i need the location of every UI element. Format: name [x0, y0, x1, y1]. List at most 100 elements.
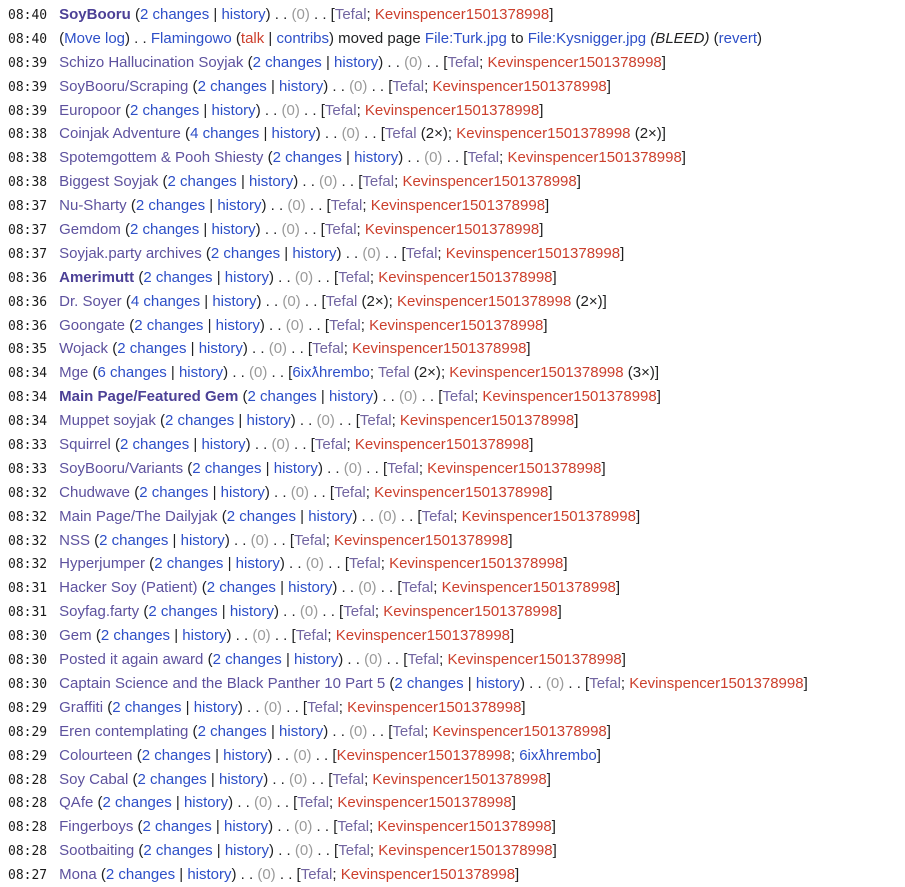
history-link[interactable]: history — [219, 770, 264, 788]
user-link[interactable]: Kevinspencer1501378998 — [432, 77, 607, 95]
user-link[interactable]: Kevinspencer1501378998 — [441, 579, 616, 597]
user-link[interactable]: Kevinspencer1501378998 — [399, 412, 575, 430]
changes-link[interactable]: 2 changes — [252, 53, 322, 71]
changes-link[interactable]: 2 changes — [139, 483, 209, 501]
user-link[interactable]: 6ixƛhrembo — [292, 364, 370, 382]
user-link[interactable]: Kevinspencer1501378998 — [456, 125, 631, 143]
changes-link[interactable]: 2 changes — [210, 244, 281, 262]
history-link[interactable]: history — [217, 197, 262, 215]
user-link[interactable]: Kevinspencer1501378998 — [369, 316, 544, 334]
user-link[interactable]: Kevinspencer1501378998 — [354, 436, 530, 454]
changes-link[interactable]: 2 changes — [100, 627, 171, 645]
user-link[interactable]: Kevinspencer1501378998 — [374, 483, 549, 501]
changes-link[interactable]: 2 changes — [105, 866, 176, 884]
user-link[interactable]: Tefal — [392, 722, 425, 740]
user-link[interactable]: Kevinspencer1501378998 — [402, 173, 577, 191]
page-link[interactable]: Gem — [59, 627, 92, 645]
user-link[interactable]: Kevinspencer1501378998 — [336, 746, 511, 764]
user-link[interactable]: Kevinspencer1501378998 — [629, 674, 804, 692]
user-link[interactable]: Tefal — [307, 698, 339, 716]
user-link[interactable]: Kevinspencer1501378998 — [347, 698, 522, 716]
user-link[interactable]: Tefal — [421, 507, 454, 525]
changes-link[interactable]: 2 changes — [212, 651, 282, 669]
history-link[interactable]: history — [215, 316, 260, 334]
history-link[interactable]: history — [212, 292, 257, 310]
user-link[interactable]: Kevinspencer1501378998 — [374, 6, 550, 23]
user-link[interactable]: Kevinspencer1501378998 — [334, 531, 509, 549]
history-link[interactable]: history — [183, 794, 229, 812]
user-link[interactable]: Kevinspencer1501378998 — [482, 388, 657, 406]
changes-link[interactable]: 2 changes — [141, 746, 211, 764]
history-link[interactable]: history — [182, 627, 227, 645]
changes-link[interactable]: 2 changes — [117, 340, 187, 358]
user-link[interactable]: Tefal — [405, 244, 438, 262]
history-link[interactable]: history — [224, 842, 270, 860]
history-link[interactable]: history — [198, 340, 243, 358]
history-link[interactable]: history — [187, 866, 232, 884]
log-link[interactable]: File:Kysnigger.jpg — [527, 29, 647, 47]
user-link[interactable]: Tefal — [297, 794, 330, 812]
page-link[interactable]: Graffiti — [59, 698, 104, 716]
changes-link[interactable]: 2 changes — [142, 818, 212, 836]
user-link[interactable]: Tefal — [324, 221, 357, 239]
changes-link[interactable]: 2 changes — [102, 794, 172, 812]
user-link[interactable]: Tefal — [407, 651, 440, 669]
page-link[interactable]: Eren contemplating — [59, 722, 189, 740]
history-link[interactable]: history — [180, 531, 225, 549]
page-link[interactable]: Coinjak Adventure — [59, 125, 181, 143]
user-link[interactable]: Tefal — [589, 674, 621, 692]
changes-link[interactable]: 2 changes — [112, 698, 182, 716]
log-redlink[interactable]: talk — [240, 29, 265, 47]
user-link[interactable]: Kevinspencer1501378998 — [378, 842, 553, 860]
changes-link[interactable]: 2 changes — [130, 221, 200, 239]
page-link[interactable]: Spotemgottem & Pooh Shiesty — [59, 149, 264, 167]
page-link[interactable]: Sootbaiting — [59, 842, 135, 860]
user-link[interactable]: Kevinspencer1501378998 — [461, 507, 636, 525]
user-link[interactable]: Tefal — [349, 555, 381, 573]
changes-link[interactable]: 2 changes — [192, 459, 262, 477]
changes-link[interactable]: 2 changes — [154, 555, 224, 573]
page-link[interactable]: SoyBooru — [59, 6, 131, 23]
page-link[interactable]: QAfe — [59, 794, 94, 812]
page-link[interactable]: Nu-Sharty — [59, 197, 127, 215]
history-link[interactable]: history — [211, 101, 256, 119]
page-link[interactable]: Hyperjumper — [59, 555, 146, 573]
history-link[interactable]: history — [334, 53, 379, 71]
changes-link[interactable]: 2 changes — [135, 197, 206, 215]
user-link[interactable]: Kevinspencer1501378998 — [364, 101, 540, 119]
user-link[interactable]: Tefal — [332, 770, 365, 788]
history-link[interactable]: history — [308, 507, 353, 525]
user-link[interactable]: Kevinspencer1501378998 — [337, 794, 512, 812]
user-link[interactable]: Kevinspencer1501378998 — [383, 603, 558, 621]
user-link[interactable]: Kevinspencer1501378998 — [378, 268, 553, 286]
history-link[interactable]: history — [246, 412, 291, 430]
changes-link[interactable]: 4 changes — [190, 125, 260, 143]
changes-link[interactable]: 2 changes — [197, 77, 267, 95]
page-link[interactable]: Goongate — [59, 316, 126, 334]
user-link[interactable]: Tefal — [334, 483, 366, 501]
user-link[interactable]: Tefal — [294, 531, 326, 549]
user-link[interactable]: Tefal — [362, 173, 395, 191]
user-link[interactable]: Kevinspencer1501378998 — [352, 340, 527, 358]
page-link[interactable]: Chudwave — [59, 483, 131, 501]
page-link[interactable]: Amerimutt — [59, 268, 135, 286]
changes-link[interactable]: 2 changes — [143, 842, 213, 860]
history-link[interactable]: history — [224, 268, 269, 286]
changes-link[interactable]: 2 changes — [99, 531, 169, 549]
changes-link[interactable]: 2 changes — [137, 770, 207, 788]
history-link[interactable]: history — [329, 388, 374, 406]
user-link[interactable]: Kevinspencer1501378998 — [432, 722, 607, 740]
user-link[interactable]: Tefal — [392, 77, 425, 95]
user-link[interactable]: Tefal — [384, 125, 417, 143]
page-link[interactable]: SoyBooru/Scraping — [59, 77, 189, 95]
user-link[interactable]: Tefal — [442, 388, 475, 406]
page-link[interactable]: Wojack — [59, 340, 109, 358]
page-link[interactable]: Fingerboys — [59, 818, 134, 836]
page-link[interactable]: Soy Cabal — [59, 770, 129, 788]
page-link[interactable]: Mona — [59, 866, 97, 884]
changes-link[interactable]: 2 changes — [226, 507, 296, 525]
log-link[interactable]: contribs — [276, 29, 330, 47]
user-link[interactable]: Tefal — [312, 340, 344, 358]
user-link[interactable]: Kevinspencer1501378998 — [389, 555, 564, 573]
user-link[interactable]: Kevinspencer1501378998 — [372, 770, 547, 788]
